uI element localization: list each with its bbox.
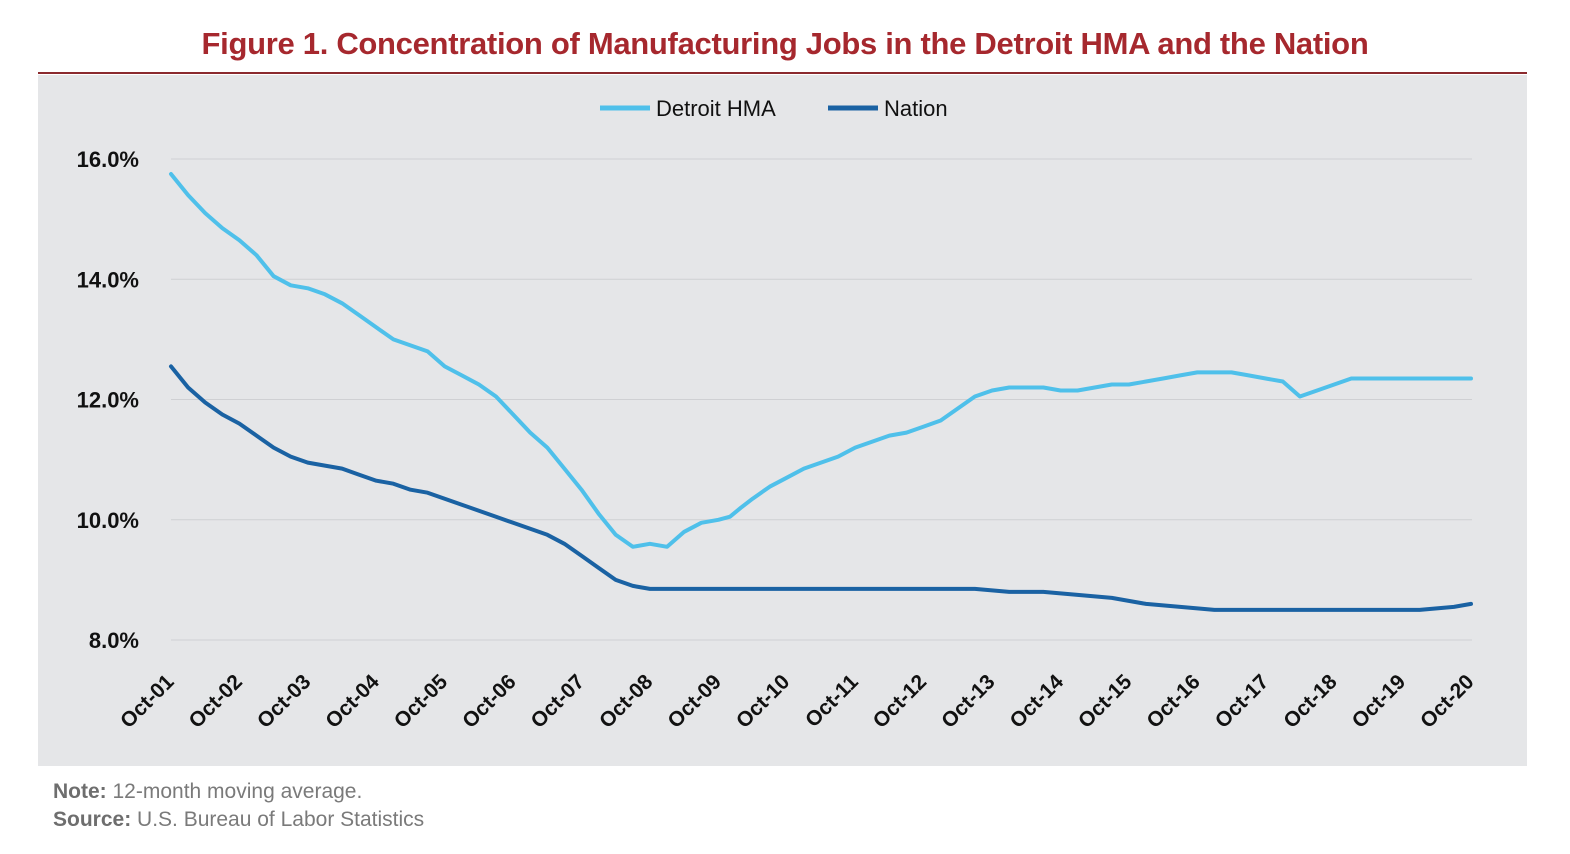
x-tick-label: Oct-13 bbox=[937, 670, 999, 732]
x-tick-label: Oct-04 bbox=[321, 670, 384, 733]
figure-title: Figure 1. Concentration of Manufacturing… bbox=[201, 26, 1369, 61]
x-tick-label: Oct-20 bbox=[1416, 670, 1478, 732]
x-tick-label: Oct-06 bbox=[458, 670, 520, 732]
x-tick-label: Oct-03 bbox=[253, 670, 315, 732]
x-tick-label: Oct-15 bbox=[1074, 670, 1137, 733]
note-text: 12-month moving average. bbox=[106, 780, 363, 803]
note-line: Note: 12-month moving average. bbox=[53, 780, 362, 804]
x-tick-label: Oct-08 bbox=[595, 670, 658, 733]
x-tick-label: Oct-09 bbox=[663, 670, 725, 732]
x-tick-label: Oct-17 bbox=[1211, 670, 1273, 732]
line-chart: 8.0%10.0%12.0%14.0%16.0%Oct-01 Oct-02 Oct-… bbox=[77, 96, 1479, 733]
x-tick-label: Oct-10 bbox=[732, 670, 794, 732]
x-tick-label: Oct-19 bbox=[1348, 670, 1410, 732]
series-line-nation bbox=[169, 364, 1473, 612]
chart-panel: 8.0% 10.0% 12.0% 14.0% 16.0% Oct-01 Oct-02 Oct-… bbox=[38, 75, 1527, 766]
y-tick-label: 8.0% bbox=[89, 628, 139, 653]
y-tick-label: 14.0% bbox=[77, 267, 139, 292]
x-tick-label: Oct-01 bbox=[116, 670, 179, 733]
x-tick-label: Oct-14 bbox=[1006, 670, 1069, 733]
x-tick-label: Oct-16 bbox=[1142, 670, 1204, 732]
title-divider bbox=[38, 72, 1527, 74]
x-tick-label: Oct-12 bbox=[869, 670, 931, 732]
source-label: Source: bbox=[53, 808, 132, 831]
x-tick-label: Oct-11 bbox=[801, 670, 863, 732]
note-label: Note: bbox=[53, 780, 107, 803]
x-tick-label: Oct-18 bbox=[1279, 670, 1342, 733]
x-tick-label: Oct-07 bbox=[527, 670, 589, 732]
legend-label-detroit-hma: Detroit HMA bbox=[656, 96, 776, 121]
y-tick-label: 12.0% bbox=[77, 388, 139, 413]
y-tick-label: 16.0% bbox=[77, 147, 139, 172]
x-tick-label: Oct-02 bbox=[184, 670, 246, 732]
y-tick-label: 10.0% bbox=[77, 508, 139, 533]
series-line-detroit-hma bbox=[169, 172, 1473, 549]
legend-label-nation: Nation bbox=[884, 96, 948, 121]
source-line: Source: U.S. Bureau of Labor Statistics bbox=[53, 808, 424, 832]
x-tick-label: Oct-05 bbox=[390, 670, 453, 733]
source-text: U.S. Bureau of Labor Statistics bbox=[131, 808, 425, 831]
